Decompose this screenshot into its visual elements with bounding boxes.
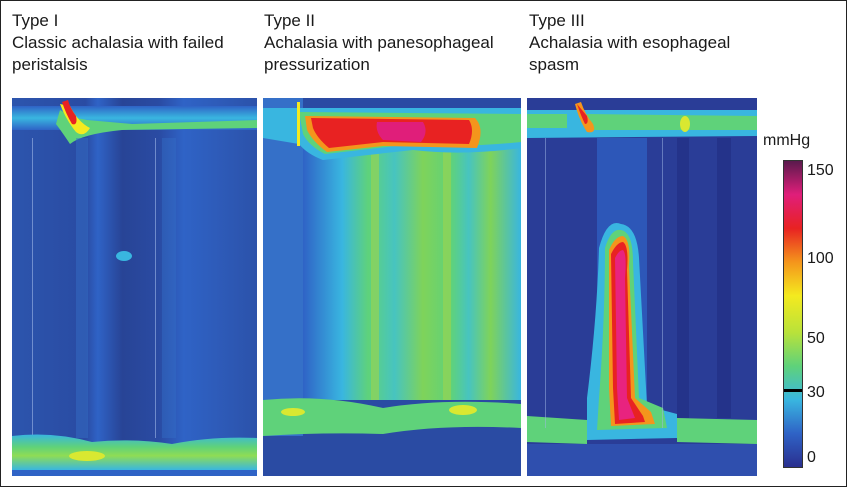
- scale-threshold-marker: [784, 389, 802, 392]
- panel-caption-line2: pressurization: [264, 55, 370, 74]
- panel-caption-line2: peristalsis: [12, 55, 88, 74]
- panel-title-type-2: Type II Achalasia with panesophageal pre…: [264, 10, 494, 76]
- panel-caption-line2: spasm: [529, 55, 580, 74]
- scale-tick-100: 100: [807, 250, 834, 267]
- panel-title-type-3: Type III Achalasia with esophageal spasm: [529, 10, 730, 76]
- scale-unit-label: mmHg: [763, 132, 811, 149]
- pressure-topography-type-3: [527, 98, 757, 476]
- pressure-topography-type-1: [12, 98, 257, 476]
- panel-type-label: Type I: [12, 11, 59, 30]
- scale-tick-30: 30: [807, 384, 825, 401]
- scale-tick-150: 150: [807, 162, 834, 179]
- panel-caption-line1: Achalasia with panesophageal: [264, 33, 494, 52]
- pressure-topography-type-2: [263, 98, 521, 476]
- panel-type-label: Type II: [264, 11, 316, 30]
- scale-tick-50: 50: [807, 330, 825, 347]
- panel-caption-line1: Classic achalasia with failed: [12, 33, 224, 52]
- panel-title-type-1: Type I Classic achalasia with failed per…: [12, 10, 224, 76]
- scale-tick-0: 0: [807, 449, 816, 466]
- panel-caption-line1: Achalasia with esophageal: [529, 33, 731, 52]
- panel-type-label: Type III: [529, 11, 585, 30]
- pressure-colorbar: [783, 160, 803, 468]
